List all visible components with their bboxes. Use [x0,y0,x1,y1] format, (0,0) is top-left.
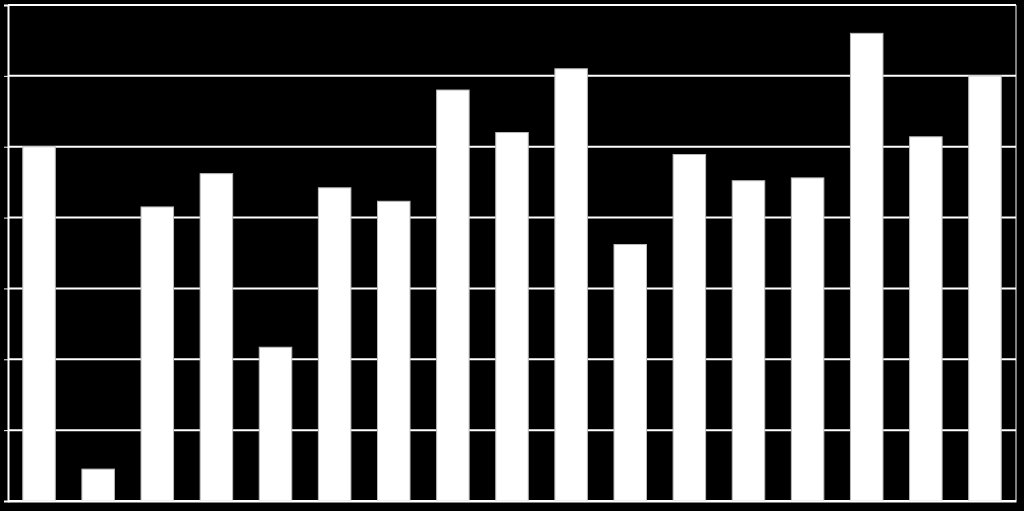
y-tick-mark [4,218,8,219]
bar [910,137,943,501]
y-tick-mark [4,288,8,289]
y-tick [4,359,8,360]
bar [791,178,824,501]
bar [259,347,292,501]
bar [318,188,351,501]
plot [4,5,1017,502]
bars [23,33,1001,501]
y-axis [4,6,9,502]
bar [496,133,529,501]
bar [82,469,115,501]
y-tick [4,218,8,219]
bar [141,207,174,501]
bar [969,76,1002,501]
y-tick [4,76,8,77]
y-tick-mark [4,430,8,431]
bar [200,174,233,501]
y-tick-mark [4,76,8,77]
grid [8,5,1016,501]
y-tick [4,430,8,431]
frame-edge [1016,5,1017,501]
bar [23,147,56,501]
y-tick-mark [4,501,8,502]
bar [378,201,411,501]
x-axis [9,501,1017,502]
y-tick-mark [4,147,8,148]
y-axis-line [4,6,9,502]
grid-line [8,4,1016,6]
x-axis-line [9,501,1017,503]
bar [437,90,470,501]
y-tick-mark [4,359,8,360]
bar [555,69,588,501]
y-tick [4,501,8,502]
bar [850,33,883,501]
y-tick [4,147,8,148]
y-tick [4,5,8,6]
bar [673,155,706,501]
bar [732,181,765,501]
y-tick [4,288,8,289]
bar [614,244,647,501]
y-tick-mark [4,5,8,6]
chart [0,0,1024,511]
